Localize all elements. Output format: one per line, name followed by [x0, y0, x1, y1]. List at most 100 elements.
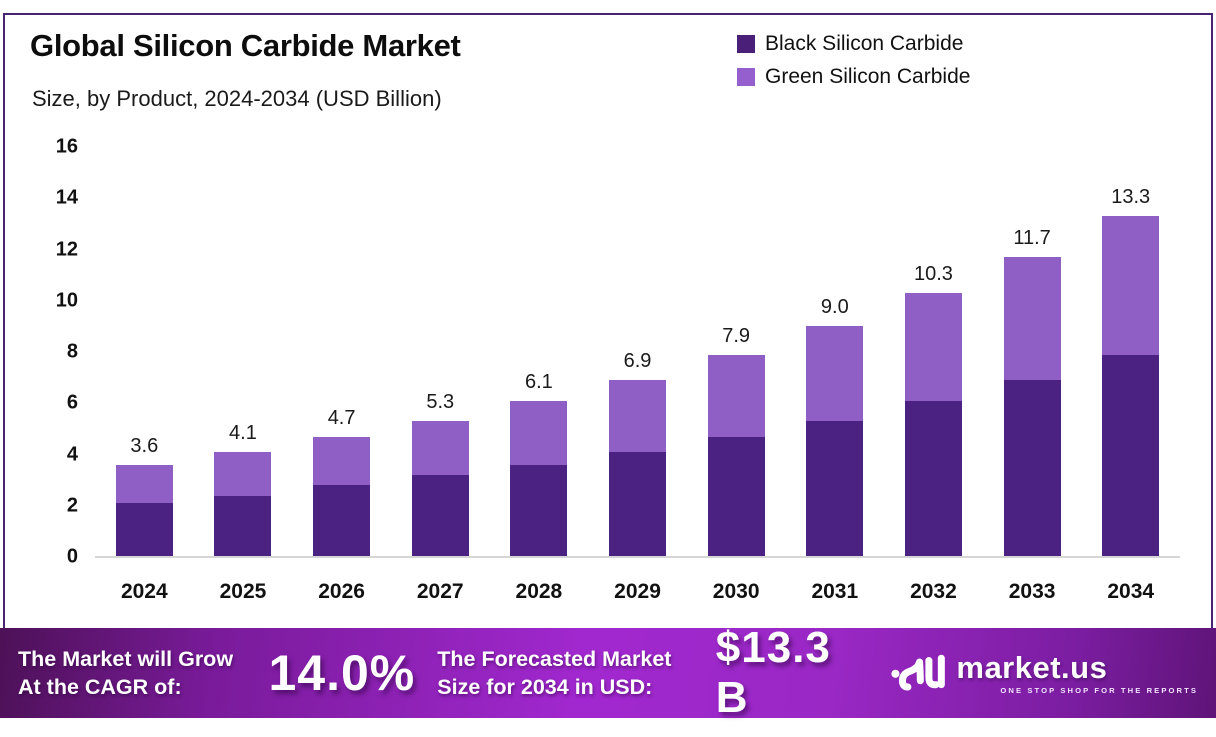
y-tick-label: 10 [55, 289, 78, 312]
bar-group-2024: 3.6 2024 [95, 147, 194, 603]
segment-green [115, 464, 173, 504]
stacked-bar-2026 [313, 436, 371, 557]
bar-group-2030: 7.9 2030 [687, 147, 786, 603]
bar-value-label: 3.6 [130, 434, 159, 457]
segment-green [411, 421, 469, 475]
stacked-bar-2029 [609, 380, 667, 557]
brand-logo: market.us ONE STOP SHOP FOR THE REPORTS [890, 648, 1198, 698]
x-tick-label: 2028 [515, 580, 563, 603]
segment-black [313, 485, 371, 557]
cagr-label-line2: At the CAGR of: [18, 675, 182, 699]
segment-black [1003, 380, 1061, 557]
forecast-label: The Forecasted Market Size for 2034 in U… [437, 645, 716, 702]
x-tick-label: 2029 [614, 580, 661, 603]
bar-group-2028: 6.1 2028 [490, 147, 589, 603]
legend: Black Silicon Carbide Green Silicon Carb… [737, 32, 970, 89]
stacked-bar-2025 [214, 451, 272, 557]
x-axis-line [95, 556, 1180, 558]
forecast-label-line2: Size for 2034 in USD: [437, 675, 653, 699]
segment-green [609, 380, 667, 452]
bar-value-label: 10.3 [913, 263, 953, 286]
y-tick-label: 2 [66, 494, 78, 517]
footer-banner: The Market will Grow At the CAGR of: 14.… [0, 623, 1216, 722]
bar-group-2034: 13.3 2034 [1081, 147, 1180, 603]
legend-label: Green Silicon Carbide [765, 65, 971, 88]
x-tick-label: 2024 [120, 580, 168, 603]
segment-black [904, 400, 962, 557]
bar-value-label: 6.9 [623, 350, 652, 373]
x-tick-label: 2030 [712, 580, 760, 603]
segment-black [707, 436, 765, 557]
bar-value-label: 4.1 [229, 421, 257, 444]
legend-item-black: Black Silicon Carbide [737, 32, 970, 56]
bar-group-2025: 4.1 2025 [194, 147, 293, 603]
bar-value-label: 13.3 [1111, 186, 1151, 209]
segment-black [806, 421, 864, 557]
bar-group-2029: 6.9 2029 [588, 147, 687, 603]
bar-value-label: 6.1 [524, 370, 553, 393]
segment-green [313, 436, 371, 486]
y-tick-label: 4 [66, 443, 78, 465]
plot-area: 3.6 2024 4.1 2025 4.7 2026 5.3 2027 6.1 2028 6.9 20… [95, 147, 1180, 603]
bar-group-2026: 4.7 2026 [292, 147, 391, 603]
bar-value-label: 11.7 [1013, 227, 1051, 250]
segment-black [609, 451, 667, 557]
brand-text: market.us ONE STOP SHOP FOR THE REPORTS [956, 652, 1198, 695]
segment-green [1102, 216, 1160, 355]
y-axis: 0 2 4 6 8 10 12 14 16 [28, 0, 78, 620]
x-tick-label: 2034 [1107, 580, 1155, 603]
segment-black [214, 495, 272, 557]
segment-black [411, 475, 469, 557]
stacked-bar-2031 [806, 326, 864, 557]
bar-value-label: 4.7 [327, 406, 356, 429]
bar-group-2032: 10.3 2032 [884, 147, 983, 603]
stacked-bar-2034 [1102, 216, 1160, 557]
segment-black [1102, 354, 1160, 557]
brand-tagline: ONE STOP SHOP FOR THE REPORTS [1000, 685, 1198, 695]
page-subtitle: Size, by Product, 2024-2034 (USD Billion… [32, 86, 442, 111]
segment-black [510, 464, 568, 557]
bar-group-2031: 9.0 2031 [785, 147, 884, 603]
legend-item-green: Green Silicon Carbide [737, 65, 970, 89]
cagr-value: 14.0% [268, 645, 416, 701]
y-tick-label: 16 [55, 135, 78, 158]
segment-black [115, 503, 173, 557]
bar-group-2027: 5.3 2027 [391, 147, 490, 603]
segment-green [510, 400, 568, 465]
segment-green [806, 326, 864, 422]
stacked-bar-2028 [510, 400, 568, 557]
x-tick-label: 2032 [910, 580, 957, 603]
bar-group-2033: 11.7 2033 [983, 147, 1082, 603]
segment-green [1003, 257, 1061, 381]
forecast-value: $13.3 B [715, 623, 831, 722]
stacked-bar-2027 [411, 421, 469, 557]
bar-value-label: 9.0 [820, 296, 849, 319]
marketus-logo-icon [891, 654, 946, 691]
forecast-label-line1: The Forecasted Market [437, 646, 672, 671]
cagr-label-line1: The Market will Grow [18, 646, 234, 671]
stacked-bar-2030 [707, 354, 765, 557]
stacked-bar-2024 [115, 464, 173, 557]
stacked-bar-2033 [1003, 257, 1061, 557]
bar-value-label: 7.9 [722, 324, 751, 347]
brand-name: market.us [956, 649, 1108, 685]
y-tick-label: 0 [66, 545, 78, 568]
segment-green [707, 354, 765, 437]
x-tick-label: 2031 [811, 580, 859, 603]
segment-green [904, 293, 962, 401]
x-tick-label: 2027 [416, 580, 464, 603]
segment-green [214, 451, 272, 496]
x-tick-label: 2033 [1008, 580, 1056, 603]
x-tick-label: 2025 [219, 580, 267, 603]
y-tick-label: 8 [66, 340, 78, 363]
x-tick-label: 2026 [318, 580, 365, 603]
legend-swatch-green-icon [737, 68, 755, 86]
y-tick-label: 14 [55, 186, 78, 209]
stacked-bar-2032 [904, 293, 962, 557]
y-tick-label: 6 [66, 391, 78, 414]
y-tick-label: 12 [55, 238, 78, 260]
legend-swatch-black-icon [737, 35, 755, 53]
cagr-label: The Market will Grow At the CAGR of: [18, 645, 268, 702]
bar-value-label: 5.3 [426, 391, 455, 414]
